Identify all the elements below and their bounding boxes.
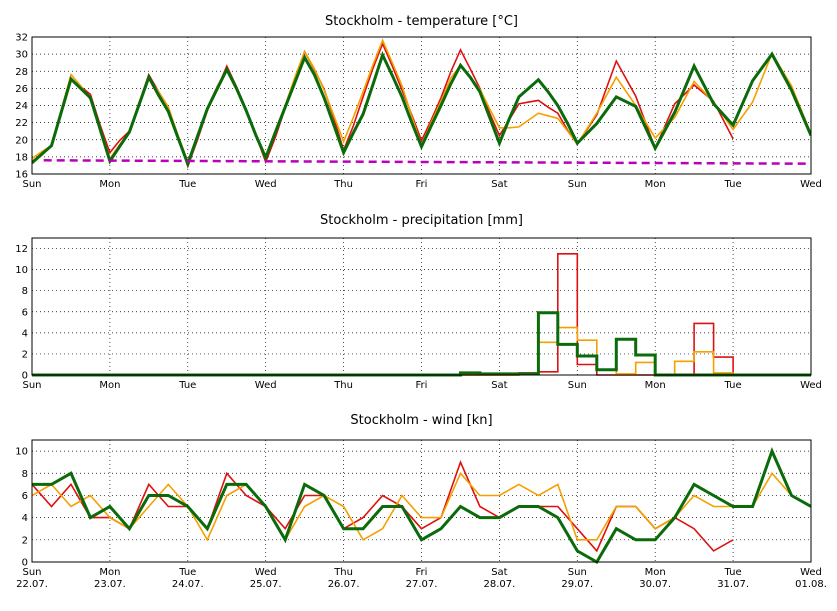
wind-y-tick-label: 0 bbox=[22, 558, 28, 569]
wind-x-date-label: 25.07. bbox=[250, 579, 282, 590]
precipitation-chart-title: Stockholm - precipitation [mm] bbox=[320, 213, 523, 228]
wind-x-date-label: 23.07. bbox=[94, 579, 126, 590]
wind-x-date-label: 31.07. bbox=[717, 579, 749, 590]
temperature-x-tick-label: Sun bbox=[568, 179, 587, 190]
wind-y-tick-label: 6 bbox=[22, 491, 28, 502]
precipitation-series-line bbox=[32, 326, 811, 376]
precipitation-x-tick-label: Sat bbox=[491, 380, 507, 391]
precipitation-x-tick-label: Fri bbox=[416, 380, 428, 391]
wind-series-line bbox=[32, 471, 811, 542]
precipitation-x-tick-label: Wed bbox=[255, 380, 277, 391]
precipitation-x-tick-label: Wed bbox=[800, 380, 822, 391]
temperature-series-line bbox=[43, 159, 811, 165]
temperature-y-tick-label: 18 bbox=[15, 152, 28, 163]
wind-chart: Stockholm - wind [kn]0246810Sun22.07.Mon… bbox=[15, 413, 827, 590]
precipitation-x-tick-label: Tue bbox=[724, 380, 742, 391]
temperature-y-tick-label: 28 bbox=[15, 67, 28, 78]
precipitation-x-tick-label: Sun bbox=[22, 380, 41, 391]
wind-x-date-label: 29.07. bbox=[561, 579, 593, 590]
temperature-x-tick-label: Mon bbox=[99, 179, 120, 190]
wind-x-tick-label: Wed bbox=[800, 567, 822, 578]
precipitation-x-tick-label: Thu bbox=[333, 380, 353, 391]
wind-x-date-label: 24.07. bbox=[172, 579, 204, 590]
wind-x-tick-label: Wed bbox=[255, 567, 277, 578]
temperature-x-tick-label: Fri bbox=[416, 179, 428, 190]
wind-x-tick-label: Tue bbox=[724, 567, 742, 578]
precipitation-x-tick-label: Sun bbox=[568, 380, 587, 391]
temperature-plot-frame bbox=[31, 36, 812, 175]
temperature-x-tick-label: Tue bbox=[178, 179, 196, 190]
wind-x-tick-label: Sat bbox=[491, 567, 507, 578]
precipitation-chart: Stockholm - precipitation [mm] 0 2 4 6 8 10 12 S… bbox=[15, 213, 822, 391]
wind-y-tick-label: 4 bbox=[22, 513, 28, 524]
wind-x-tick-label: Tue bbox=[178, 567, 196, 578]
precipitation-plot-frame bbox=[31, 237, 812, 376]
precipitation-x-tick-label: Tue bbox=[178, 380, 196, 391]
precipitation-y-tick-label: 12 bbox=[15, 244, 28, 255]
temperature-y-tick-label: 26 bbox=[15, 84, 28, 95]
temperature-y-tick-label: 24 bbox=[15, 101, 28, 112]
wind-x-date-label: 27.07. bbox=[406, 579, 438, 590]
wind-x-tick-label: Sun bbox=[568, 567, 587, 578]
precipitation-y-tick-label: 10 bbox=[15, 265, 28, 276]
wind-y-tick-label: 10 bbox=[15, 447, 28, 458]
temperature-y-tick-label: 16 bbox=[15, 170, 28, 181]
temperature-y-tick-label: 20 bbox=[15, 135, 28, 146]
temperature-y-tick-label: 22 bbox=[15, 118, 28, 129]
wind-series-line bbox=[32, 447, 811, 564]
temperature-series-line bbox=[32, 41, 734, 169]
wind-x-tick-label: Mon bbox=[645, 567, 666, 578]
temperature-x-tick-label: Sat bbox=[491, 179, 507, 190]
precipitation-y-tick-label: 4 bbox=[22, 328, 28, 339]
wind-chart-title: Stockholm - wind [kn] bbox=[350, 413, 492, 428]
temperature-chart-title: Stockholm - temperature [°C] bbox=[325, 14, 518, 29]
wind-x-date-label: 26.07. bbox=[328, 579, 360, 590]
temperature-x-tick-label: Sun bbox=[22, 179, 41, 190]
temperature-series-line bbox=[32, 50, 811, 169]
temperature-x-tick-label: Wed bbox=[255, 179, 277, 190]
precipitation-y-tick-label: 0 bbox=[22, 371, 28, 382]
precipitation-x-tick-label: Mon bbox=[645, 380, 666, 391]
temperature-x-tick-label: Mon bbox=[645, 179, 666, 190]
wind-y-tick-label: 8 bbox=[22, 469, 28, 480]
precipitation-y-tick-label: 6 bbox=[22, 307, 28, 318]
wind-x-date-label: 28.07. bbox=[483, 579, 515, 590]
precipitation-series-line bbox=[32, 311, 811, 377]
precipitation-y-tick-label: 8 bbox=[22, 286, 28, 297]
temperature-y-tick-label: 32 bbox=[15, 33, 28, 44]
temperature-x-tick-label: Wed bbox=[800, 179, 822, 190]
precipitation-y-tick-label: 2 bbox=[22, 349, 28, 360]
wind-x-date-label: 01.08. bbox=[795, 579, 827, 590]
wind-x-date-label: 30.07. bbox=[639, 579, 671, 590]
temperature-chart: Stockholm - temperature [°C] 16 18 20 22 24 26… bbox=[15, 14, 822, 190]
wind-x-tick-label: Thu bbox=[333, 567, 353, 578]
wind-x-tick-label: Mon bbox=[99, 567, 120, 578]
wind-y-tick-label: 2 bbox=[22, 535, 28, 546]
wind-x-tick-label: Sun bbox=[22, 567, 41, 578]
precipitation-x-tick-label: Mon bbox=[99, 380, 120, 391]
temperature-y-tick-label: 30 bbox=[15, 50, 28, 61]
wind-x-date-label: 22.07. bbox=[16, 579, 48, 590]
wind-plot-frame bbox=[31, 439, 812, 563]
wind-x-tick-label: Fri bbox=[416, 567, 428, 578]
temperature-x-tick-label: Thu bbox=[333, 179, 353, 190]
temperature-x-tick-label: Tue bbox=[724, 179, 742, 190]
